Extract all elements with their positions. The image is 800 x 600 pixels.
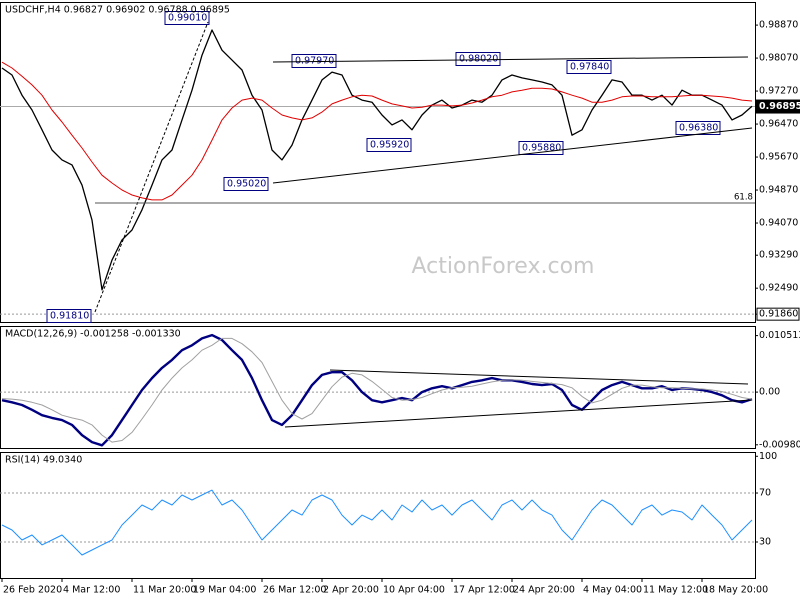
panel-title: MACD(12,26,9) -0.001258 -0.001330 [5, 329, 181, 340]
x-tick-label: 4 May 04:00 [583, 585, 642, 596]
y-tick-label: 0.96470 [759, 119, 798, 130]
y-tick-label: 70 [759, 488, 771, 499]
x-tick-label: 4 Mar 12:00 [63, 585, 120, 596]
last-price-label: 0.96895 [759, 101, 800, 112]
annotation-box [46, 309, 92, 323]
series-line [1, 61, 753, 201]
x-tick-label: 26 Feb 2020 [3, 585, 62, 596]
y-tick-label: 0.93290 [759, 250, 798, 261]
x-tick-label: 18 May 20:00 [703, 585, 768, 596]
annotation-label: 0.95920 [370, 140, 409, 151]
x-tick-label: 2 Apr 20:00 [323, 585, 379, 596]
y-tick-label: 0.98070 [759, 53, 798, 64]
annotation-box [566, 60, 612, 74]
series-line [1, 29, 753, 291]
y-tick-label: 30 [759, 537, 771, 548]
series-line [1, 333, 753, 447]
annotation-label: 0.99010 [168, 13, 207, 24]
watermark: ActionForex.com [412, 254, 595, 279]
y-tick-label: 100 [759, 451, 777, 462]
annotation-box [455, 52, 501, 66]
fib-label: 61.8 [734, 193, 753, 203]
panel-title: USDCHF,H4 0.96827 0.96902 0.96788 0.9689… [5, 5, 230, 16]
x-tick-label: 19 Mar 04:00 [193, 585, 256, 596]
trendlines [94, 21, 755, 428]
x-tick-label: 17 Apr 12:00 [453, 585, 515, 596]
x-tick-label: 10 Apr 04:00 [383, 585, 445, 596]
annotation-label: 0.97840 [570, 62, 609, 73]
trendline [272, 56, 749, 63]
y-tick-label: 0.00 [759, 387, 780, 398]
series-line [1, 337, 753, 443]
trendline [284, 399, 753, 428]
annotation-label: 0.91810 [50, 311, 89, 322]
annotation-label: 0.95880 [522, 143, 561, 154]
x-tick-label: 11 May 12:00 [643, 585, 708, 596]
annotation-label: 0.96380 [679, 123, 718, 134]
annotation-label: 0.98020 [459, 54, 498, 65]
series-line [1, 489, 753, 556]
panel-frame [0, 2, 756, 323]
y-tick-label: 0.95670 [759, 152, 798, 163]
trendline [272, 127, 753, 184]
panel-frame [0, 326, 756, 449]
y-tick-label: -0.009804 [759, 439, 800, 450]
trendline [329, 369, 749, 385]
tick-box [756, 307, 800, 321]
y-tick-label: 0.010513 [759, 330, 800, 341]
x-tick-label: 11 Mar 20:00 [133, 585, 196, 596]
annotation-box [164, 11, 210, 25]
annotation-box [366, 138, 412, 152]
y-tick-label: 0.91860 [759, 309, 798, 320]
annotation-label: 0.97970 [295, 56, 334, 67]
annotation-label: 0.95020 [227, 179, 266, 190]
x-tick-label: 24 Apr 20:00 [513, 585, 575, 596]
last-price-box [756, 99, 800, 114]
y-tick-label: 0.94070 [759, 218, 798, 229]
panel-title: RSI(14) 49.0340 [5, 455, 82, 466]
annotation-box [223, 177, 269, 191]
y-tick-label: 0.98870 [759, 20, 798, 31]
panel-frame [0, 452, 756, 579]
x-tick-label: 26 Mar 12:00 [263, 585, 326, 596]
y-tick-label: 0.94870 [759, 185, 798, 196]
y-tick-label: 0.97270 [759, 86, 798, 97]
y-tick-label: 0.92490 [759, 283, 798, 294]
trendline [94, 21, 209, 313]
